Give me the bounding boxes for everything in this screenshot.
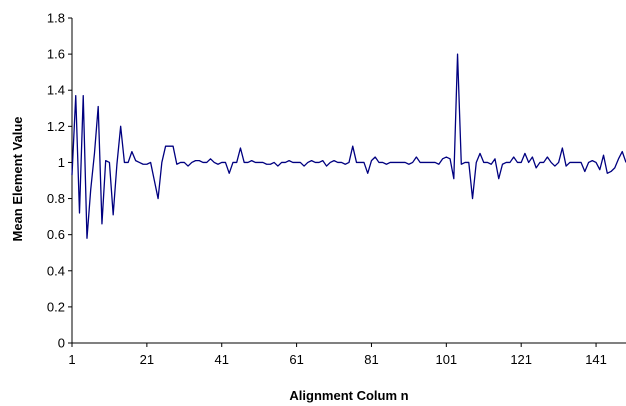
x-tick-label: 141 (585, 352, 607, 367)
x-tick-label: 41 (214, 352, 228, 367)
x-tick-label: 21 (140, 352, 154, 367)
series-layer (71, 53, 626, 239)
y-tick-label: 0.8 (47, 191, 65, 206)
y-tick-label: 0.4 (47, 263, 65, 278)
y-tick-label: 1 (58, 155, 65, 170)
y-tick-label: 1.2 (47, 119, 65, 134)
y-tick-label: 0.2 (47, 299, 65, 314)
x-axis-title: Alignment Colum n (289, 388, 408, 403)
x-tick-label: 101 (435, 352, 457, 367)
y-tick-label: 1.6 (47, 47, 65, 62)
y-axis-title: Mean Element Value (10, 117, 25, 242)
y-tick-label: 0.6 (47, 227, 65, 242)
x-tick-label: 61 (289, 352, 303, 367)
series-line (71, 53, 626, 239)
y-tick-label: 0 (58, 336, 65, 351)
y-axis: 0 0.2 0.4 0.6 0.8 1 1.2 1.4 1.6 1.8 (47, 11, 73, 351)
x-axis: 1 21 41 61 81 101 121 141 (68, 342, 626, 367)
x-tick-label: 81 (364, 352, 378, 367)
x-tick-label: 121 (510, 352, 532, 367)
y-tick-label: 1.4 (47, 83, 65, 98)
y-tick-label: 1.8 (47, 11, 65, 26)
x-tick-label: 1 (68, 352, 75, 367)
